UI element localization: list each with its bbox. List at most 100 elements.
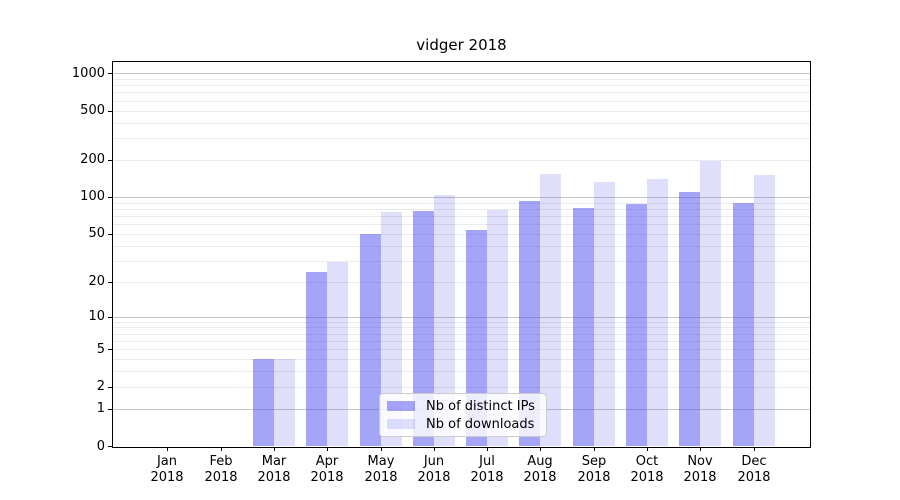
x-tick-year: 2018 xyxy=(150,470,184,485)
bar-nb-of-distinct-ips xyxy=(413,211,434,446)
x-tick-year: 2018 xyxy=(683,470,717,485)
x-tick-label: Dec 2018 xyxy=(722,454,786,486)
bar-nb-of-distinct-ips xyxy=(253,359,274,446)
gridline-minor xyxy=(113,79,810,80)
x-tick-label: Nov 2018 xyxy=(668,454,732,486)
gridline-minor xyxy=(113,349,810,350)
bar-nb-of-downloads xyxy=(434,195,455,446)
gridline-minor xyxy=(113,138,810,139)
x-tick-month: Aug xyxy=(527,454,553,469)
gridline-minor xyxy=(113,322,810,323)
x-tick-label: May 2018 xyxy=(349,454,413,486)
bar-nb-of-distinct-ips xyxy=(573,208,594,446)
y-tick-label: 0 xyxy=(96,439,105,454)
legend-row-downloads: Nb of downloads xyxy=(387,415,538,433)
legend-label-distinct-ips: Nb of distinct IPs xyxy=(426,398,535,414)
x-tick-year: 2018 xyxy=(470,470,504,485)
legend-swatch-downloads xyxy=(387,419,415,429)
x-tick-mark xyxy=(274,447,275,451)
gridline-minor xyxy=(113,341,810,342)
gridline-minor xyxy=(113,327,810,328)
x-tick-mark xyxy=(540,447,541,451)
x-tick-mark xyxy=(221,447,222,451)
y-tick-label: 200 xyxy=(80,152,105,167)
bar-nb-of-distinct-ips xyxy=(360,234,381,446)
gridline-minor xyxy=(113,203,810,204)
gridline-minor xyxy=(113,85,810,86)
y-tick-label: 20 xyxy=(88,274,105,289)
x-tick-month: Oct xyxy=(635,454,659,469)
gridline-minor xyxy=(113,282,810,283)
plot-area: Nb of distinct IPs Nb of downloads xyxy=(112,61,811,448)
x-tick-year: 2018 xyxy=(257,470,291,485)
gridline-minor xyxy=(113,261,810,262)
gridline-minor xyxy=(113,160,810,161)
legend-row-distinct-ips: Nb of distinct IPs xyxy=(387,397,538,415)
y-tick-mark xyxy=(108,387,112,388)
y-tick-label: 1000 xyxy=(71,66,105,81)
gridline-major xyxy=(113,73,810,74)
gridline-minor xyxy=(113,92,810,93)
x-tick-label: Jun 2018 xyxy=(402,454,466,486)
x-tick-month: Mar xyxy=(261,454,287,469)
x-tick-year: 2018 xyxy=(523,470,557,485)
x-tick-mark xyxy=(381,447,382,451)
x-tick-year: 2018 xyxy=(630,470,664,485)
x-tick-mark xyxy=(647,447,648,451)
bar-nb-of-downloads xyxy=(700,161,721,446)
y-tick-mark xyxy=(108,349,112,350)
gridline-minor xyxy=(113,234,810,235)
y-tick-mark xyxy=(108,111,112,112)
y-tick-label: 1 xyxy=(96,401,105,416)
gridline-major xyxy=(113,317,810,318)
bars-layer xyxy=(113,62,810,447)
bar-nb-of-distinct-ips xyxy=(466,230,487,446)
gridline-minor xyxy=(113,216,810,217)
gridline-minor xyxy=(113,101,810,102)
y-tick-label: 10 xyxy=(88,309,105,324)
bar-nb-of-downloads xyxy=(487,210,508,446)
x-tick-year: 2018 xyxy=(204,470,238,485)
x-tick-label: Sep 2018 xyxy=(562,454,626,486)
y-tick-mark xyxy=(108,317,112,318)
bar-nb-of-downloads xyxy=(647,179,668,446)
x-tick-year: 2018 xyxy=(737,470,771,485)
x-tick-year: 2018 xyxy=(577,470,611,485)
x-tick-month: Apr xyxy=(315,454,339,469)
x-tick-mark xyxy=(700,447,701,451)
x-tick-year: 2018 xyxy=(417,470,451,485)
gridline-minor xyxy=(113,387,810,388)
chart-title: vidger 2018 xyxy=(416,36,507,54)
y-tick-mark xyxy=(108,197,112,198)
bar-nb-of-downloads xyxy=(274,359,295,446)
x-tick-month: Jun xyxy=(423,454,445,469)
y-tick-mark xyxy=(108,409,112,410)
x-tick-month: Nov xyxy=(687,454,713,469)
x-tick-year: 2018 xyxy=(310,470,344,485)
x-tick-mark xyxy=(754,447,755,451)
bar-nb-of-downloads xyxy=(381,212,402,446)
gridline-minor xyxy=(113,123,810,124)
x-tick-month: Jul xyxy=(479,454,495,469)
bar-nb-of-distinct-ips xyxy=(519,201,540,446)
legend-swatch-distinct-ips xyxy=(387,401,415,411)
gridline-minor xyxy=(113,111,810,112)
y-tick-label: 100 xyxy=(80,189,105,204)
x-tick-mark xyxy=(487,447,488,451)
gridline-minor xyxy=(113,246,810,247)
bar-nb-of-distinct-ips xyxy=(679,192,700,446)
y-tick-label: 500 xyxy=(80,103,105,118)
x-tick-label: Oct 2018 xyxy=(615,454,679,486)
x-tick-label: Jul 2018 xyxy=(455,454,519,486)
bar-nb-of-distinct-ips xyxy=(733,203,754,446)
gridline-major xyxy=(113,197,810,198)
y-tick-mark xyxy=(108,234,112,235)
bar-nb-of-downloads xyxy=(594,182,615,446)
x-tick-year: 2018 xyxy=(364,470,398,485)
gridline-minor xyxy=(113,334,810,335)
y-tick-mark xyxy=(108,446,112,447)
x-tick-month: Sep xyxy=(581,454,607,469)
x-tick-month: Dec xyxy=(741,454,767,469)
x-tick-mark xyxy=(167,447,168,451)
